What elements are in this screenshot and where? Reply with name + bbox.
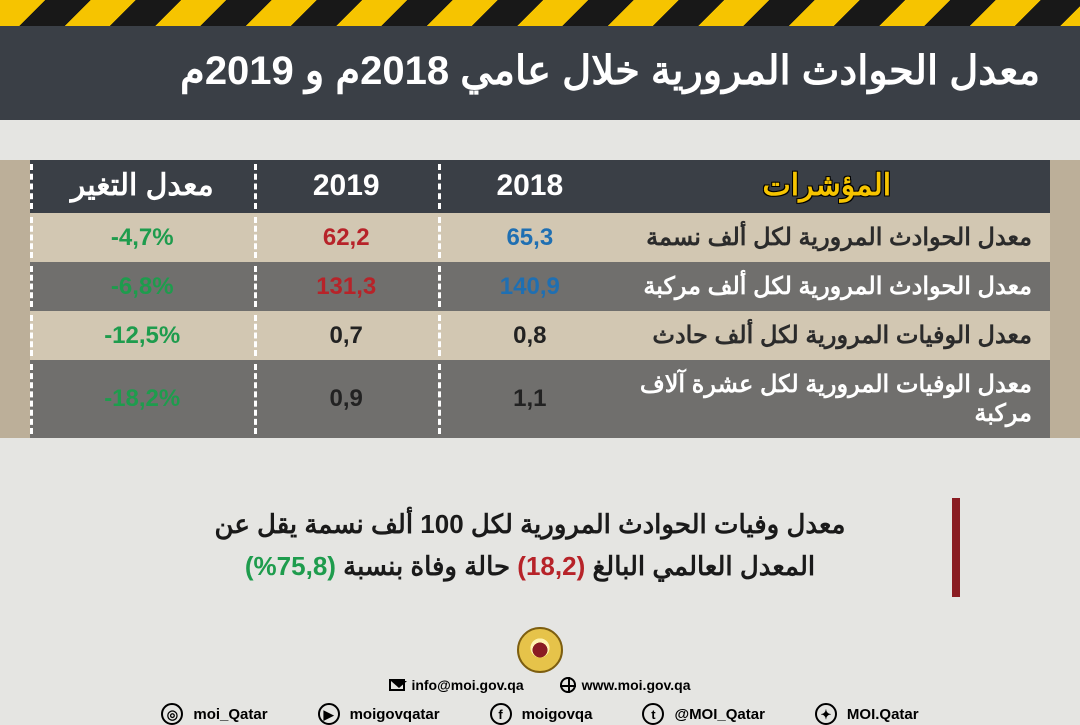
note-part-b: حالة وفاة بنسبة	[336, 551, 517, 581]
twitter-icon: t	[642, 703, 664, 725]
social-instagram: ◎ moi_Qatar	[161, 703, 267, 725]
social-handle: moigovqatar	[350, 706, 440, 723]
table-row: معدل الحوادث المرورية لكل ألف نسمة65,362…	[30, 213, 1050, 262]
cell-change: -4,7%	[30, 213, 254, 262]
cell-indicator: معدل الوفيات المرورية لكل عشرة آلاف مركب…	[622, 360, 1050, 438]
social-row: ◎ moi_Qatar ▶ moigovqatar f moigovqa t @MOI_Qat…	[0, 703, 1080, 725]
social-handle: @MOI_Qatar	[674, 706, 764, 723]
page-title: معدل الحوادث المرورية خلال عامي 2018م و …	[180, 49, 1040, 93]
website-pair: www.moi.gov.qa	[560, 677, 691, 693]
youtube-icon: ▶	[318, 703, 340, 725]
social-handle: moi_Qatar	[193, 706, 267, 723]
email-text: info@moi.gov.qa	[411, 677, 523, 693]
hazard-strip	[0, 0, 1080, 26]
cell-2018: 65,3	[438, 213, 622, 262]
social-facebook: f moigovqa	[490, 703, 593, 725]
website-text: www.moi.gov.qa	[582, 677, 691, 693]
cell-indicator: معدل الوفيات المرورية لكل ألف حادث	[622, 311, 1050, 360]
facebook-icon: f	[490, 703, 512, 725]
note-rate-value: (18,2)	[517, 551, 585, 581]
table-header-row: المؤشرات 2018 2019 معدل التغير	[30, 160, 1050, 213]
note-pct-value: (75,8%)	[245, 551, 336, 581]
footer: info@moi.gov.qa www.moi.gov.qa ◎ moi_Qata…	[0, 627, 1080, 725]
contact-row: info@moi.gov.qa www.moi.gov.qa	[0, 677, 1080, 693]
snapchat-icon: ✦	[815, 703, 837, 725]
cell-indicator: معدل الحوادث المرورية لكل ألف مركبة	[622, 262, 1050, 311]
note-part-a: المعدل العالمي البالغ	[585, 551, 815, 581]
table-body: معدل الحوادث المرورية لكل ألف نسمة65,362…	[30, 213, 1050, 438]
instagram-icon: ◎	[161, 703, 183, 725]
note-line-1: معدل وفيات الحوادث المرورية لكل 100 ألف …	[138, 504, 922, 546]
cell-2018: 0,8	[438, 311, 622, 360]
social-snapchat: ✦ MOI.Qatar	[815, 703, 919, 725]
note-box: معدل وفيات الحوادث المرورية لكل 100 ألف …	[120, 498, 960, 597]
table-row: معدل الوفيات المرورية لكل ألف حادث0,80,7…	[30, 311, 1050, 360]
stats-table: المؤشرات 2018 2019 معدل التغير معدل الحو…	[30, 160, 1050, 438]
mail-icon	[389, 679, 405, 691]
page-title-bar: معدل الحوادث المرورية خلال عامي 2018م و …	[0, 26, 1080, 120]
cell-2018: 1,1	[438, 360, 622, 438]
table-row: معدل الحوادث المرورية لكل ألف مركبة140,9…	[30, 262, 1050, 311]
social-handle: MOI.Qatar	[847, 706, 919, 723]
seal-icon	[517, 627, 563, 673]
globe-icon	[560, 677, 576, 693]
spacer-top	[0, 120, 1080, 160]
cell-indicator: معدل الحوادث المرورية لكل ألف نسمة	[622, 213, 1050, 262]
cell-change: -12,5%	[30, 311, 254, 360]
th-2019: 2019	[254, 160, 438, 213]
th-indicators: المؤشرات	[622, 160, 1050, 213]
note-line-2: المعدل العالمي البالغ (18,2) حالة وفاة ب…	[138, 546, 922, 588]
cell-change: -6,8%	[30, 262, 254, 311]
cell-2019: 131,3	[254, 262, 438, 311]
social-handle: moigovqa	[522, 706, 593, 723]
cell-2019: 0,9	[254, 360, 438, 438]
th-change: معدل التغير	[30, 160, 254, 213]
cell-change: -18,2%	[30, 360, 254, 438]
social-twitter: t @MOI_Qatar	[642, 703, 764, 725]
cell-2018: 140,9	[438, 262, 622, 311]
social-youtube: ▶ moigovqatar	[318, 703, 440, 725]
spacer-mid	[0, 438, 1080, 498]
cell-2019: 62,2	[254, 213, 438, 262]
th-2018: 2018	[438, 160, 622, 213]
cell-2019: 0,7	[254, 311, 438, 360]
table-row: معدل الوفيات المرورية لكل عشرة آلاف مركب…	[30, 360, 1050, 438]
email-pair: info@moi.gov.qa	[389, 677, 523, 693]
stats-table-wrap: المؤشرات 2018 2019 معدل التغير معدل الحو…	[0, 160, 1080, 438]
